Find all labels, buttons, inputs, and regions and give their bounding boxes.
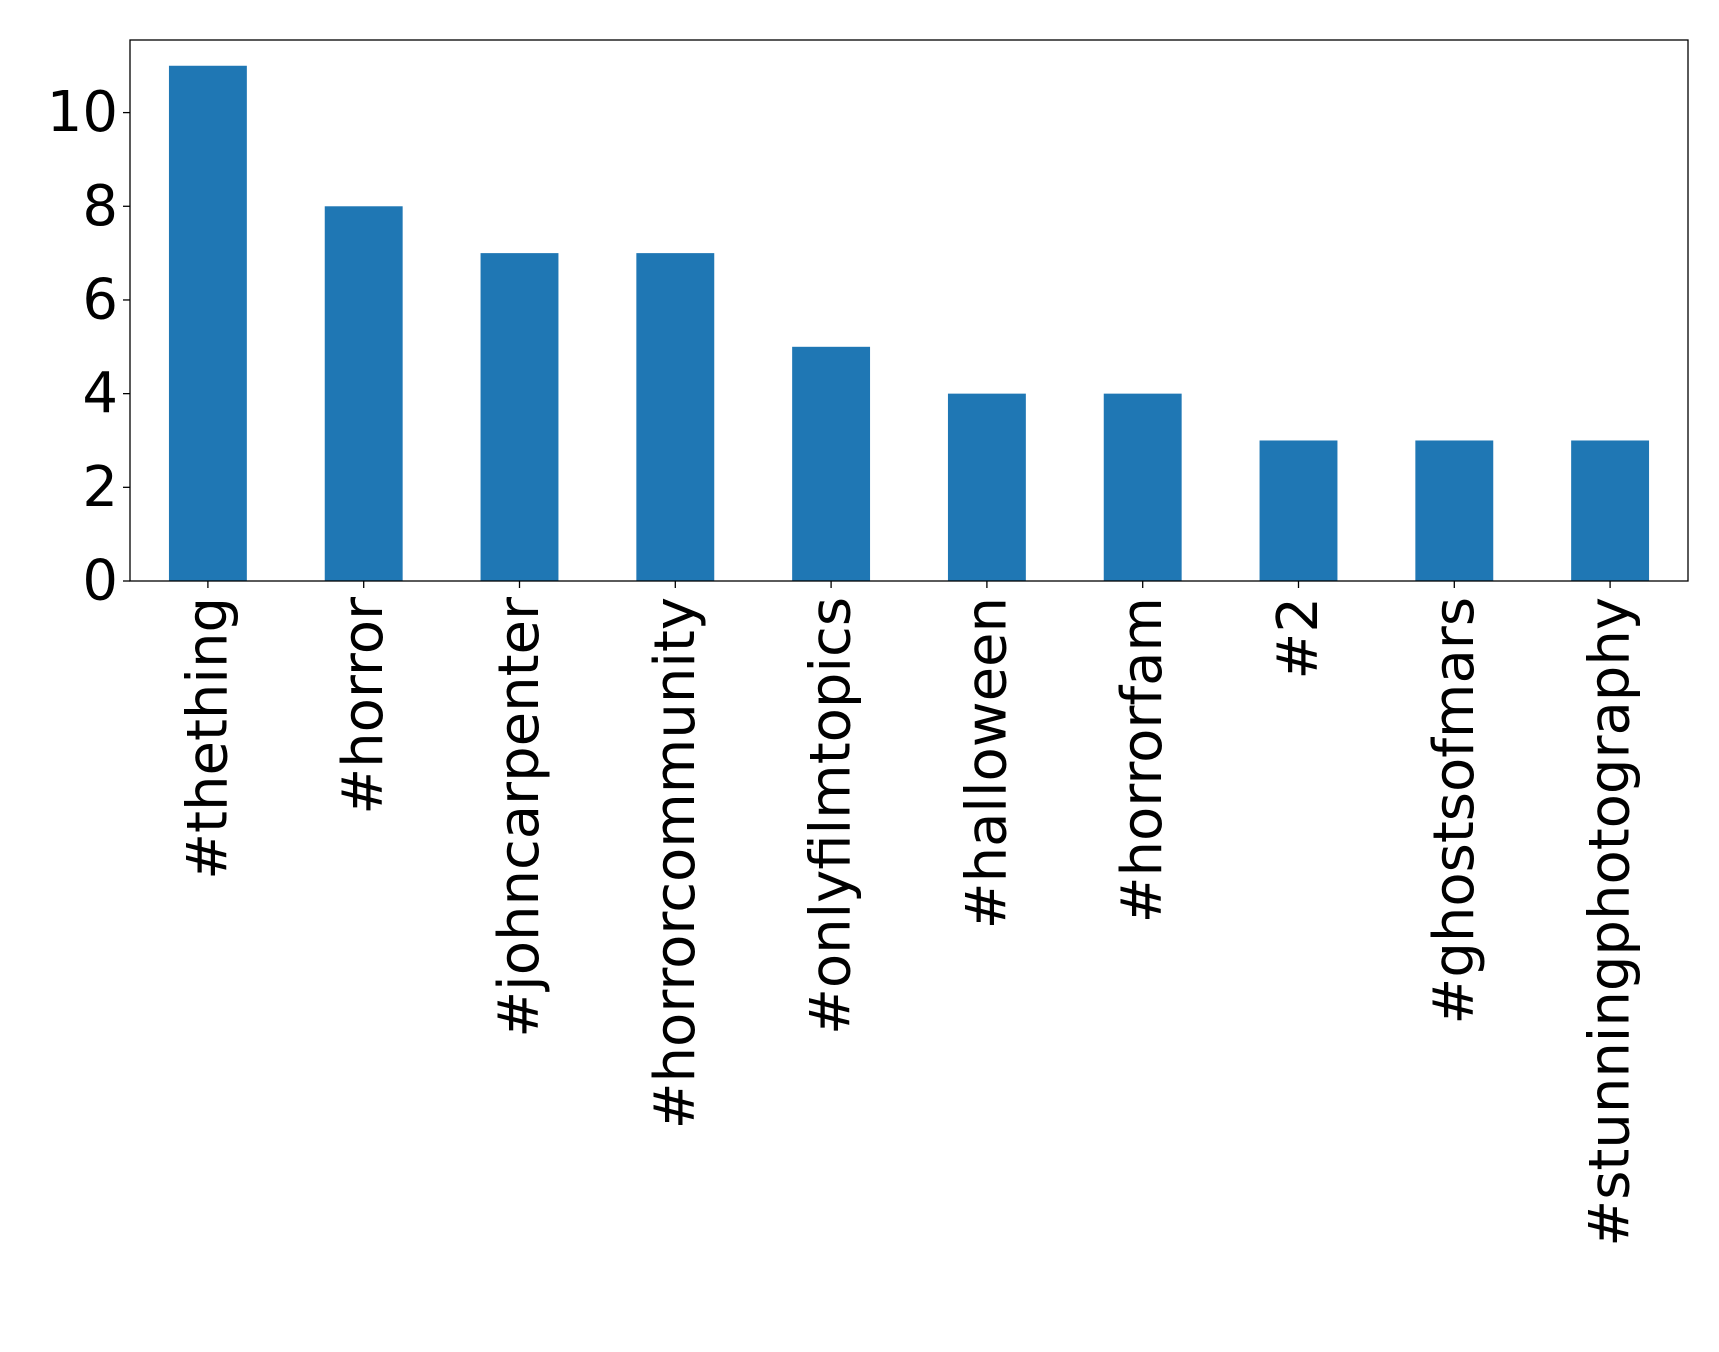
bar-3 — [636, 253, 715, 581]
bar-5 — [947, 393, 1026, 581]
plot-frame — [129, 39, 1689, 582]
bar-1 — [324, 206, 403, 582]
y-tick-label-1: 2 — [82, 455, 118, 520]
x-tick-label-7: #2 — [1266, 597, 1331, 680]
x-tick-label-6: #horrorfam — [1110, 597, 1175, 923]
x-tick-label-2: #johncarpenter — [487, 596, 552, 1038]
y-tick-label-5: 10 — [47, 80, 118, 145]
y-tick-label-0: 0 — [82, 549, 118, 614]
bar-2 — [480, 253, 559, 581]
x-tick-label-8: #ghostsofmars — [1422, 597, 1487, 1025]
y-tick-label-2: 4 — [82, 361, 118, 426]
x-tick-label-1: #horror — [331, 596, 396, 815]
bar-7 — [1259, 440, 1338, 581]
bar-8 — [1415, 440, 1494, 581]
y-tick-label-3: 6 — [82, 267, 118, 332]
x-tick-label-4: #onlyfilmtopics — [799, 597, 864, 1035]
bar-9 — [1571, 440, 1650, 581]
x-tick-label-5: #halloween — [954, 597, 1019, 929]
x-axis: #thething #horror #johncarpenter #horrorcom… — [175, 581, 1643, 1247]
x-tick-label-0: #thething — [175, 597, 240, 880]
y-axis: 0 2 4 6 8 10 — [47, 80, 130, 614]
bars-layer — [168, 65, 1650, 582]
x-tick-label-3: #horrorcommunity — [643, 597, 708, 1129]
bar-0 — [168, 65, 247, 581]
x-tick-label-9: #stunningphotography — [1578, 597, 1643, 1247]
bar-4 — [792, 346, 871, 581]
y-tick-label-4: 8 — [82, 174, 118, 239]
bar-6 — [1103, 393, 1182, 581]
